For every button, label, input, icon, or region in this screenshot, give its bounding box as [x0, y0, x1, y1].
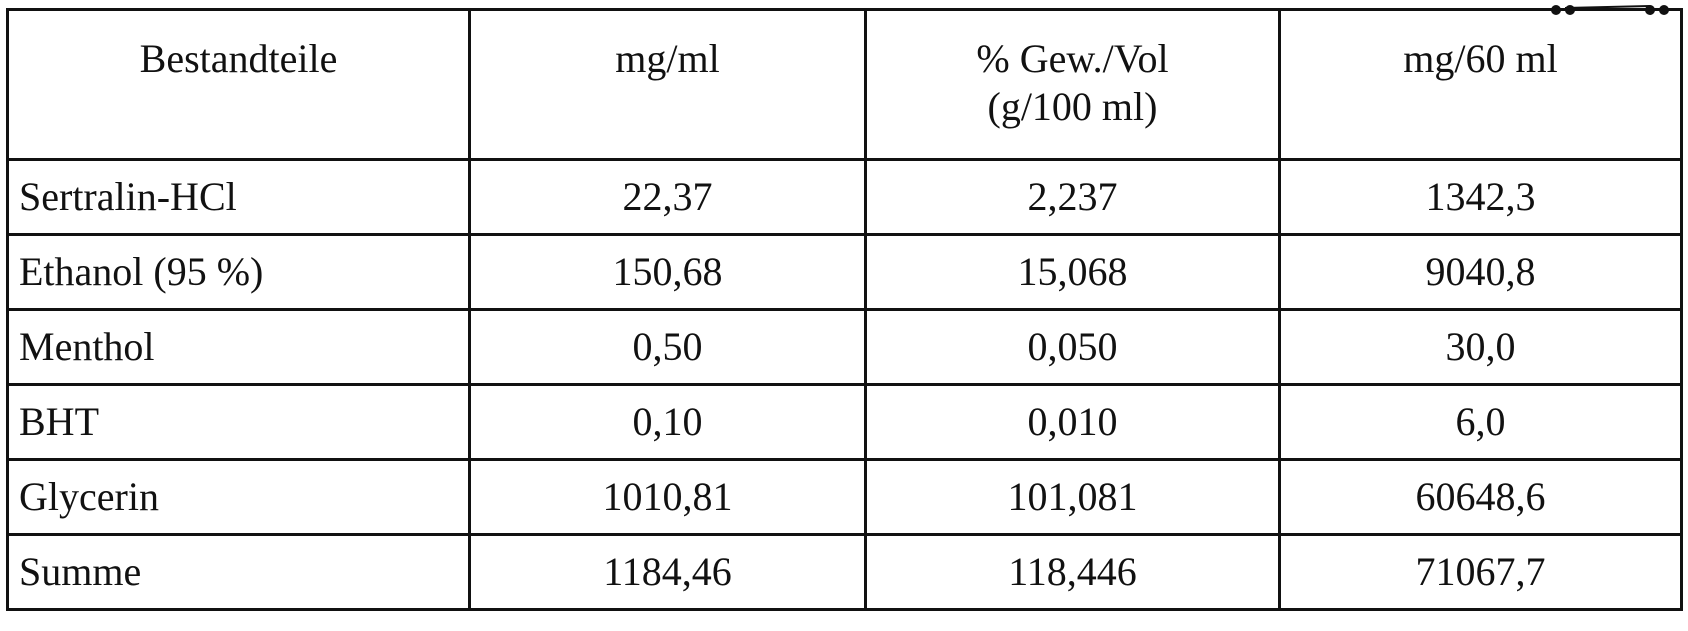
cell-mg-per-ml: 22,37 — [468, 158, 867, 236]
cell-ingredient-name: Menthol — [6, 308, 471, 386]
cell-mg-per-60ml: 1342,3 — [1278, 158, 1683, 236]
table-row-total: Summe 1184,46 118,446 71067,7 — [6, 533, 1683, 611]
cell-ingredient-name: Sertralin-HCl — [6, 158, 471, 236]
ingredients-table-wrapper: Bestandteile mg/ml % Gew./Vol (g/100 ml)… — [6, 8, 1683, 611]
cell-ingredient-name: Summe — [6, 533, 471, 611]
cell-percent: 0,010 — [864, 383, 1281, 461]
table-body: Sertralin-HCl 22,37 2,237 1342,3 Ethanol… — [6, 158, 1683, 611]
table-header: Bestandteile mg/ml % Gew./Vol (g/100 ml)… — [6, 8, 1683, 161]
cell-mg-per-ml: 0,50 — [468, 308, 867, 386]
cell-ingredient-name: Ethanol (95 %) — [6, 233, 471, 311]
header-cell-percent-weight-volume: % Gew./Vol (g/100 ml) — [864, 8, 1281, 161]
cell-mg-per-60ml: 6,0 — [1278, 383, 1683, 461]
cell-percent: 15,068 — [864, 233, 1281, 311]
header-percent-label-line1: % Gew./Vol — [976, 36, 1169, 81]
cell-percent: 101,081 — [864, 458, 1281, 536]
header-mg-per-60ml-label: mg/60 ml — [1403, 36, 1558, 81]
cell-percent: 118,446 — [864, 533, 1281, 611]
cell-mg-per-ml: 1010,81 — [468, 458, 867, 536]
cell-percent: 2,237 — [864, 158, 1281, 236]
cell-mg-per-60ml: 60648,6 — [1278, 458, 1683, 536]
cell-mg-per-60ml: 71067,7 — [1278, 533, 1683, 611]
cell-mg-per-60ml: 9040,8 — [1278, 233, 1683, 311]
header-cell-ingredients: Bestandteile — [6, 8, 471, 161]
cell-ingredient-name: BHT — [6, 383, 471, 461]
cell-mg-per-ml: 0,10 — [468, 383, 867, 461]
header-mg-per-ml-label: mg/ml — [615, 36, 720, 81]
header-row: Bestandteile mg/ml % Gew./Vol (g/100 ml)… — [6, 8, 1683, 161]
table-row: Glycerin 1010,81 101,081 60648,6 — [6, 458, 1683, 536]
cell-ingredient-name: Glycerin — [6, 458, 471, 536]
cell-mg-per-ml: 1184,46 — [468, 533, 867, 611]
header-cell-mg-per-ml: mg/ml — [468, 8, 867, 161]
header-cell-mg-per-60ml: mg/60 ml — [1278, 8, 1683, 161]
table-row: BHT 0,10 0,010 6,0 — [6, 383, 1683, 461]
cell-mg-per-ml: 150,68 — [468, 233, 867, 311]
cell-percent: 0,050 — [864, 308, 1281, 386]
header-ingredients-label: Bestandteile — [139, 36, 338, 81]
table-row: Ethanol (95 %) 150,68 15,068 9040,8 — [6, 233, 1683, 311]
cell-mg-per-60ml: 30,0 — [1278, 308, 1683, 386]
ingredients-table: Bestandteile mg/ml % Gew./Vol (g/100 ml)… — [6, 8, 1683, 611]
table-row: Menthol 0,50 0,050 30,0 — [6, 308, 1683, 386]
header-percent-label-line2: (g/100 ml) — [987, 84, 1158, 129]
table-row: Sertralin-HCl 22,37 2,237 1342,3 — [6, 158, 1683, 236]
